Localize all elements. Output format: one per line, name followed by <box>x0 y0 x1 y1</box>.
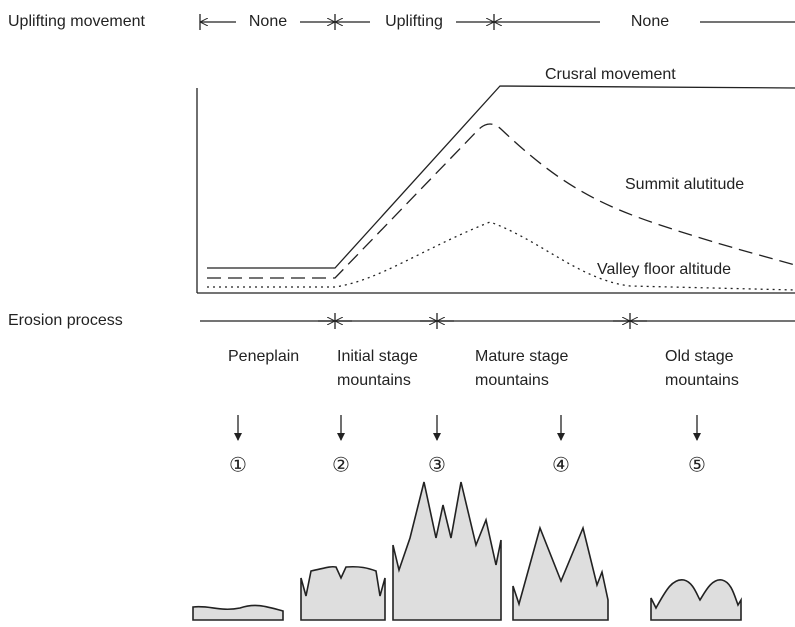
curve-label: Crusral movement <box>545 66 676 83</box>
stage-name: Initial stage <box>337 348 418 365</box>
mountain-profile <box>650 579 742 621</box>
erosion-label: Erosion process <box>8 312 123 329</box>
valley-curve <box>207 221 795 291</box>
stage-marker: ① <box>229 454 247 476</box>
summit-curve <box>207 123 795 279</box>
stage-name: mountains <box>475 372 549 389</box>
curve-label: Valley floor altitude <box>597 261 731 278</box>
phase: None <box>631 13 669 30</box>
stage-marker: ④ <box>552 454 570 476</box>
stage-marker: ③ <box>428 454 446 476</box>
stage-name: Peneplain <box>228 348 299 365</box>
curve-label: Summit alutitude <box>625 176 744 193</box>
erosion-bar <box>200 313 795 329</box>
phase: Uplifting <box>385 13 443 30</box>
mountain-profile <box>512 525 609 621</box>
stage-name: Mature stage <box>475 348 568 365</box>
uplift-bar <box>199 14 795 30</box>
crustal-curve <box>207 85 795 269</box>
stage-name: Old stage <box>665 348 734 365</box>
stage-name: mountains <box>665 372 739 389</box>
uplift-label: Uplifting movement <box>8 13 146 30</box>
down-arrows <box>234 415 701 441</box>
stage-marker: ② <box>332 454 350 476</box>
stage-name: mountains <box>337 372 411 389</box>
mountain-profile <box>300 565 386 621</box>
stage-marker: ⑤ <box>688 454 706 476</box>
mountain-profile <box>392 481 502 621</box>
mountain-profile <box>192 604 284 621</box>
phase: None <box>249 13 287 30</box>
graph-axes <box>196 88 795 294</box>
